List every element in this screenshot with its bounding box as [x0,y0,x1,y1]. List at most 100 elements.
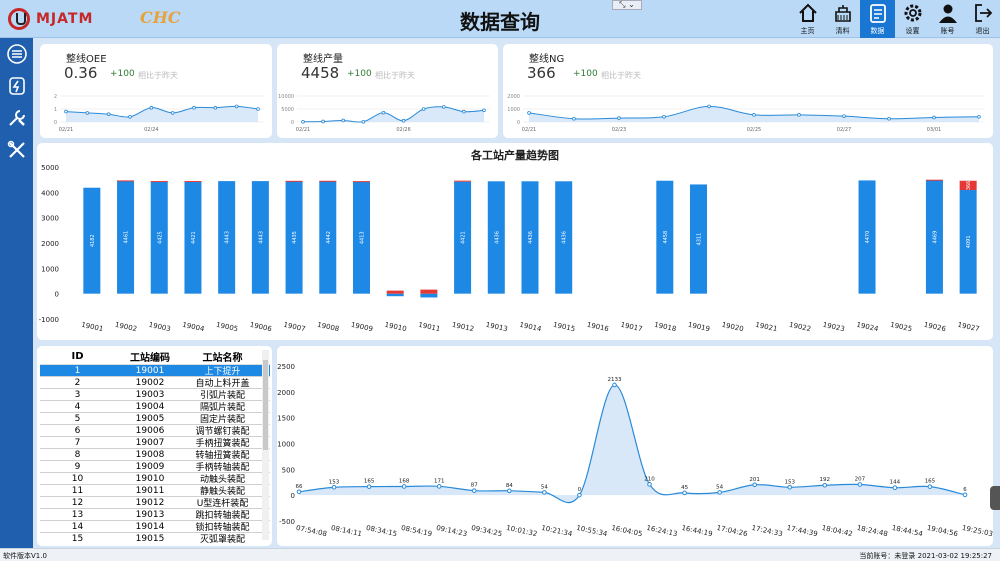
nav-logout-button[interactable]: 退出 [965,0,1000,38]
table-cell: 动触头装配 [199,475,245,485]
nav-label: 清料 [835,27,850,35]
table-row[interactable]: 3 19003 引弧片装配 [40,389,270,401]
sparkline-point [256,107,260,111]
table-row[interactable]: 11 19011 静触头装配 [40,485,270,497]
table-cell: 19012 [135,497,165,508]
bar-ok [959,190,977,294]
table-row[interactable]: 10 19010 动触头装配 [40,473,270,485]
sidebar-power-button[interactable] [0,70,33,102]
table-cell: 静触头装配 [199,487,245,497]
y-tick-label: 2500 [277,363,295,371]
top-nav: 主页 清料 数据 设置 账号 退出 [790,0,1000,38]
x-tick-label: 10:55:34 [576,524,609,538]
data-point [471,488,477,493]
table-row[interactable]: 7 19007 手柄扭簧装配 [40,437,270,449]
sparkline-area [303,106,484,123]
sparkline-area [66,106,258,122]
table-row[interactable]: 15 19015 灭弧罩装配 [40,533,270,544]
y-tick-label: 5000 [41,164,59,172]
kpi-sparkline: 0 1 2 02/21 02/24 [54,94,264,133]
table-row[interactable]: 9 19009 手柄转轴装配 [40,461,270,473]
x-tick-label: 08:54:19 [400,524,432,538]
nav-data-button[interactable]: 数据 [860,0,895,38]
table-row[interactable]: 6 19006 调节螺钉装配 [40,425,270,437]
bar-ok [858,180,876,294]
page-title: 数据查询 [460,10,540,34]
y-tick-label: 1 [54,107,57,113]
sparkline-point [106,112,111,117]
data-point [577,492,582,498]
kpi-compare: 相比于昨天 [138,71,178,80]
x-tick-label: 17:44:39 [786,524,818,538]
bar-ng [959,180,977,191]
y-tick-label: 1500 [277,415,295,423]
sidebar-tools-button[interactable] [0,102,33,134]
bar-ng-label: 366 [966,181,972,191]
nav-label: 数据 [870,27,885,35]
series-line [298,384,966,503]
bar-value-label: 4413 [359,231,365,244]
table-row[interactable]: 14 19014 锁扣转轴装配 [40,521,270,533]
x-tick-label: 08:34:15 [365,524,397,538]
table-cell: 15 [71,533,84,544]
sidebar-list-button[interactable] [0,38,33,70]
table-row[interactable]: 5 19005 固定片装配 [40,413,270,425]
bar-value-label: 4436 [562,231,568,244]
bar-ng [386,290,404,294]
table-cell: 12 [71,497,84,508]
data-point [507,488,512,494]
table-cell: 隔弧片装配 [199,403,245,413]
bar-value-label: 4443 [258,231,264,244]
line-chart-svg: -500 0 500 1000 1500 2000 2500 66 153 165 168 171 87… [277,363,993,538]
sparkline-point [128,114,132,119]
bar-ok [251,181,269,294]
nav-gear-button[interactable]: 设置 [895,0,930,38]
table-row[interactable]: 12 19012 U型连杆装配 [40,497,270,509]
scrollbar-thumb[interactable] [263,360,268,450]
nav-clear-material-button[interactable]: 清料 [825,0,860,38]
version-text: 软件版本V1.0 [3,552,47,560]
window-control[interactable]: ⤡ ⌄ [612,0,642,10]
sparkline-point [321,119,325,124]
sparkline-point [85,111,90,115]
table-scrollbar[interactable] [262,350,269,540]
data-point [647,482,652,487]
table-row[interactable]: 13 19013 跳扣转轴装配 [40,509,270,521]
sparkline-point [234,104,239,109]
table-cell: 19007 [135,437,165,448]
table-header: ID 工站编码 工站名称 [40,349,270,365]
sparkline-point [421,107,426,111]
data-point [717,490,722,495]
sidebar-wrench-button[interactable] [0,134,33,166]
table-row[interactable]: 1 19001 上下提升 [40,365,270,377]
table-cell: 手柄扭簧装配 [195,439,250,449]
brand-name: MJATM [36,11,94,27]
sparkline-point [192,105,196,110]
x-tick-label: 09:14:23 [435,524,467,538]
x-tick-label: 03/01 [927,127,941,133]
bar-ok [352,181,370,294]
sparkline-point [381,110,386,115]
nav-user-button[interactable]: 账号 [930,0,965,38]
kpi-delta: +100 [573,69,598,79]
bar-chart-svg: 各工站产量趋势图 -1000 0 1000 2000 3000 4000 5000 4182 19… [39,148,981,334]
y-tick-label: -500 [279,518,295,526]
table-row[interactable]: 4 19004 隔弧片装配 [40,401,270,413]
bar-value-label: 4435 [292,231,298,244]
y-tick-label: 0 [291,120,294,126]
x-tick-label: 19:04:56 [926,524,959,538]
table-row[interactable]: 2 19002 自动上料开盖 [40,377,270,389]
table-cell: 7 [74,437,81,448]
x-tick-label: 19010 [384,321,407,333]
station-table-card [37,346,272,546]
table-cell: 调节螺钉装配 [195,427,250,437]
bar-ng [925,179,943,181]
side-handle[interactable] [990,486,1000,510]
bar-ok [420,293,438,298]
table-row[interactable]: 8 19008 转轴扭簧装配 [40,449,270,461]
logo: MJATM [8,8,93,30]
nav-home-button[interactable]: 主页 [790,0,825,38]
x-tick-label: 19006 [249,321,273,334]
table-cell: 上下提升 [204,367,241,377]
bar-ok [150,181,168,294]
